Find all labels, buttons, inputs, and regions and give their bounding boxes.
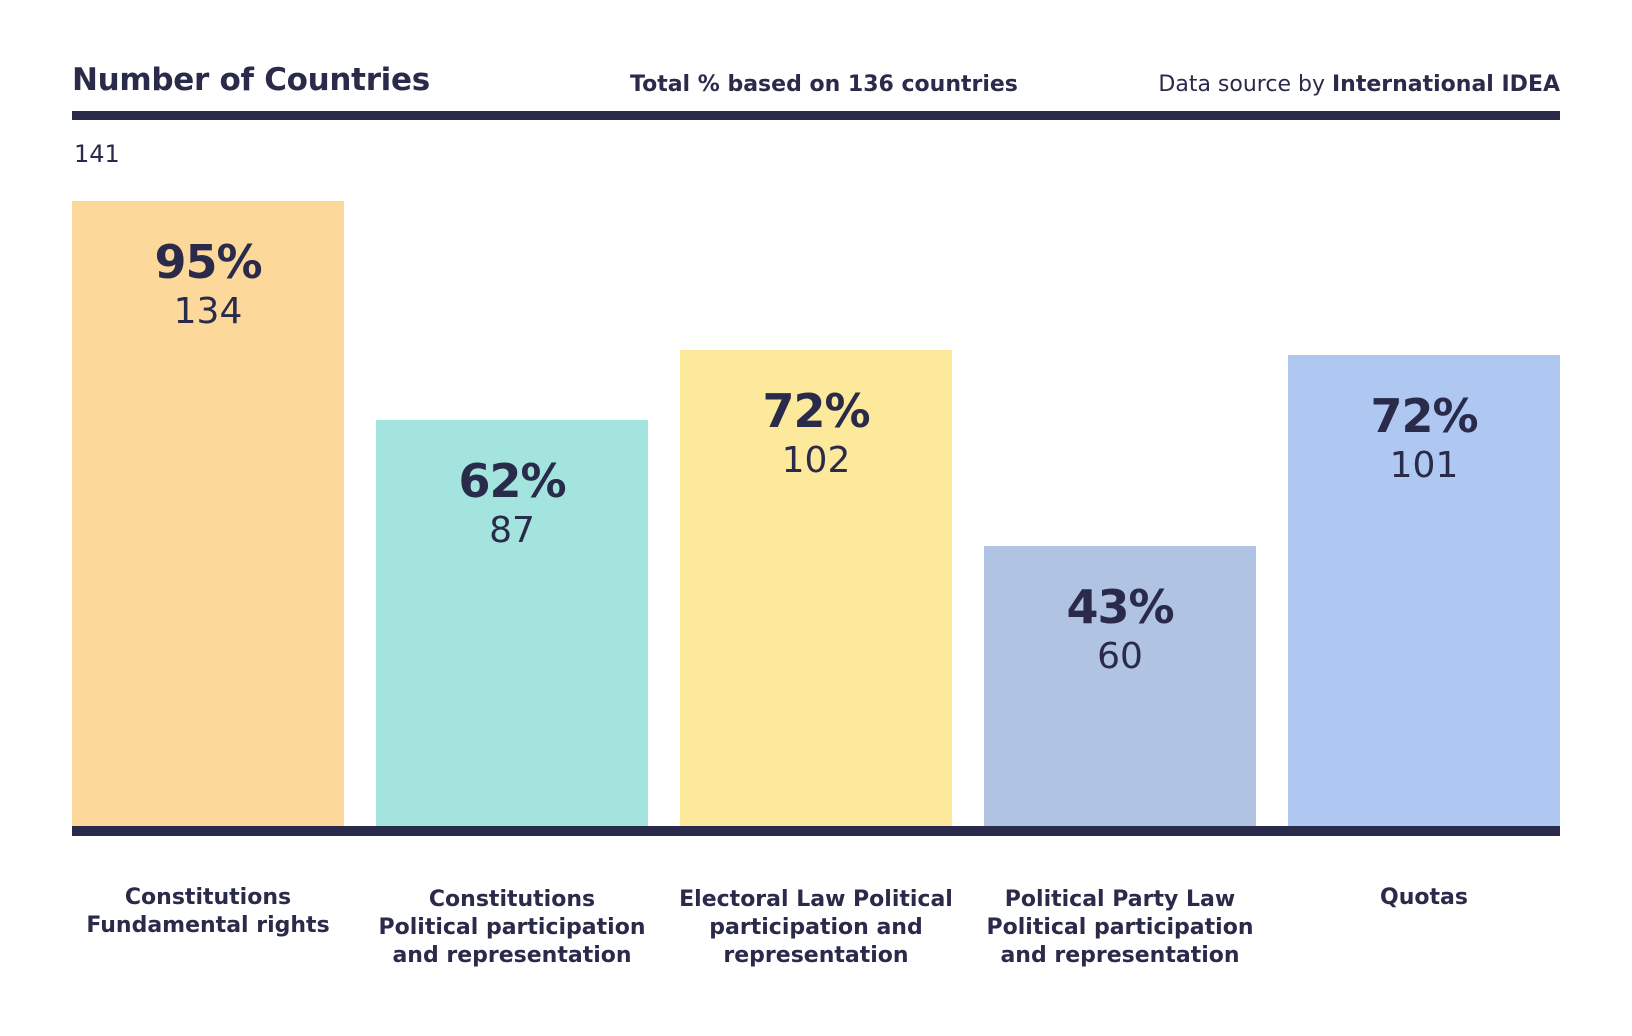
- category-label: Electoral Law Political participation an…: [679, 887, 953, 968]
- data-source-org: International IDEA: [1331, 72, 1560, 97]
- x-axis-baseline: [72, 826, 1560, 836]
- bar-percent-label: 43%: [1066, 580, 1174, 634]
- bar-value-label: 102: [781, 440, 851, 481]
- header-rule: [72, 111, 1560, 120]
- bar-percent-label: 72%: [762, 384, 870, 438]
- category-label: Quotas: [1380, 885, 1468, 910]
- category-label: Constitutions Fundamental rights: [86, 885, 330, 938]
- category-label: Political Party Law Political participat…: [986, 887, 1254, 968]
- bar-value-label: 101: [1389, 445, 1459, 486]
- y-max-label: 141: [74, 140, 120, 168]
- chart-title: Number of Countries: [72, 62, 430, 98]
- bar: 43% 60: [984, 546, 1256, 826]
- bar: 95% 134: [72, 201, 344, 826]
- bar: 72% 101: [1288, 355, 1560, 826]
- data-source: Data source by International IDEA: [1158, 72, 1560, 97]
- data-source-prefix: Data source by: [1158, 72, 1332, 97]
- bar-value-label: 60: [1097, 636, 1143, 677]
- bar-value-label: 134: [173, 291, 243, 332]
- category-label: Constitutions Political participation an…: [378, 887, 646, 968]
- bar-percent-label: 62%: [458, 454, 566, 508]
- chart-subtitle: Total % based on 136 countries: [630, 72, 1018, 97]
- bar-percent-label: 72%: [1370, 389, 1478, 443]
- bar-value-label: 87: [489, 510, 535, 551]
- bar: 62% 87: [376, 420, 648, 826]
- bar: 72% 102: [680, 350, 952, 826]
- bar-percent-label: 95%: [154, 235, 262, 289]
